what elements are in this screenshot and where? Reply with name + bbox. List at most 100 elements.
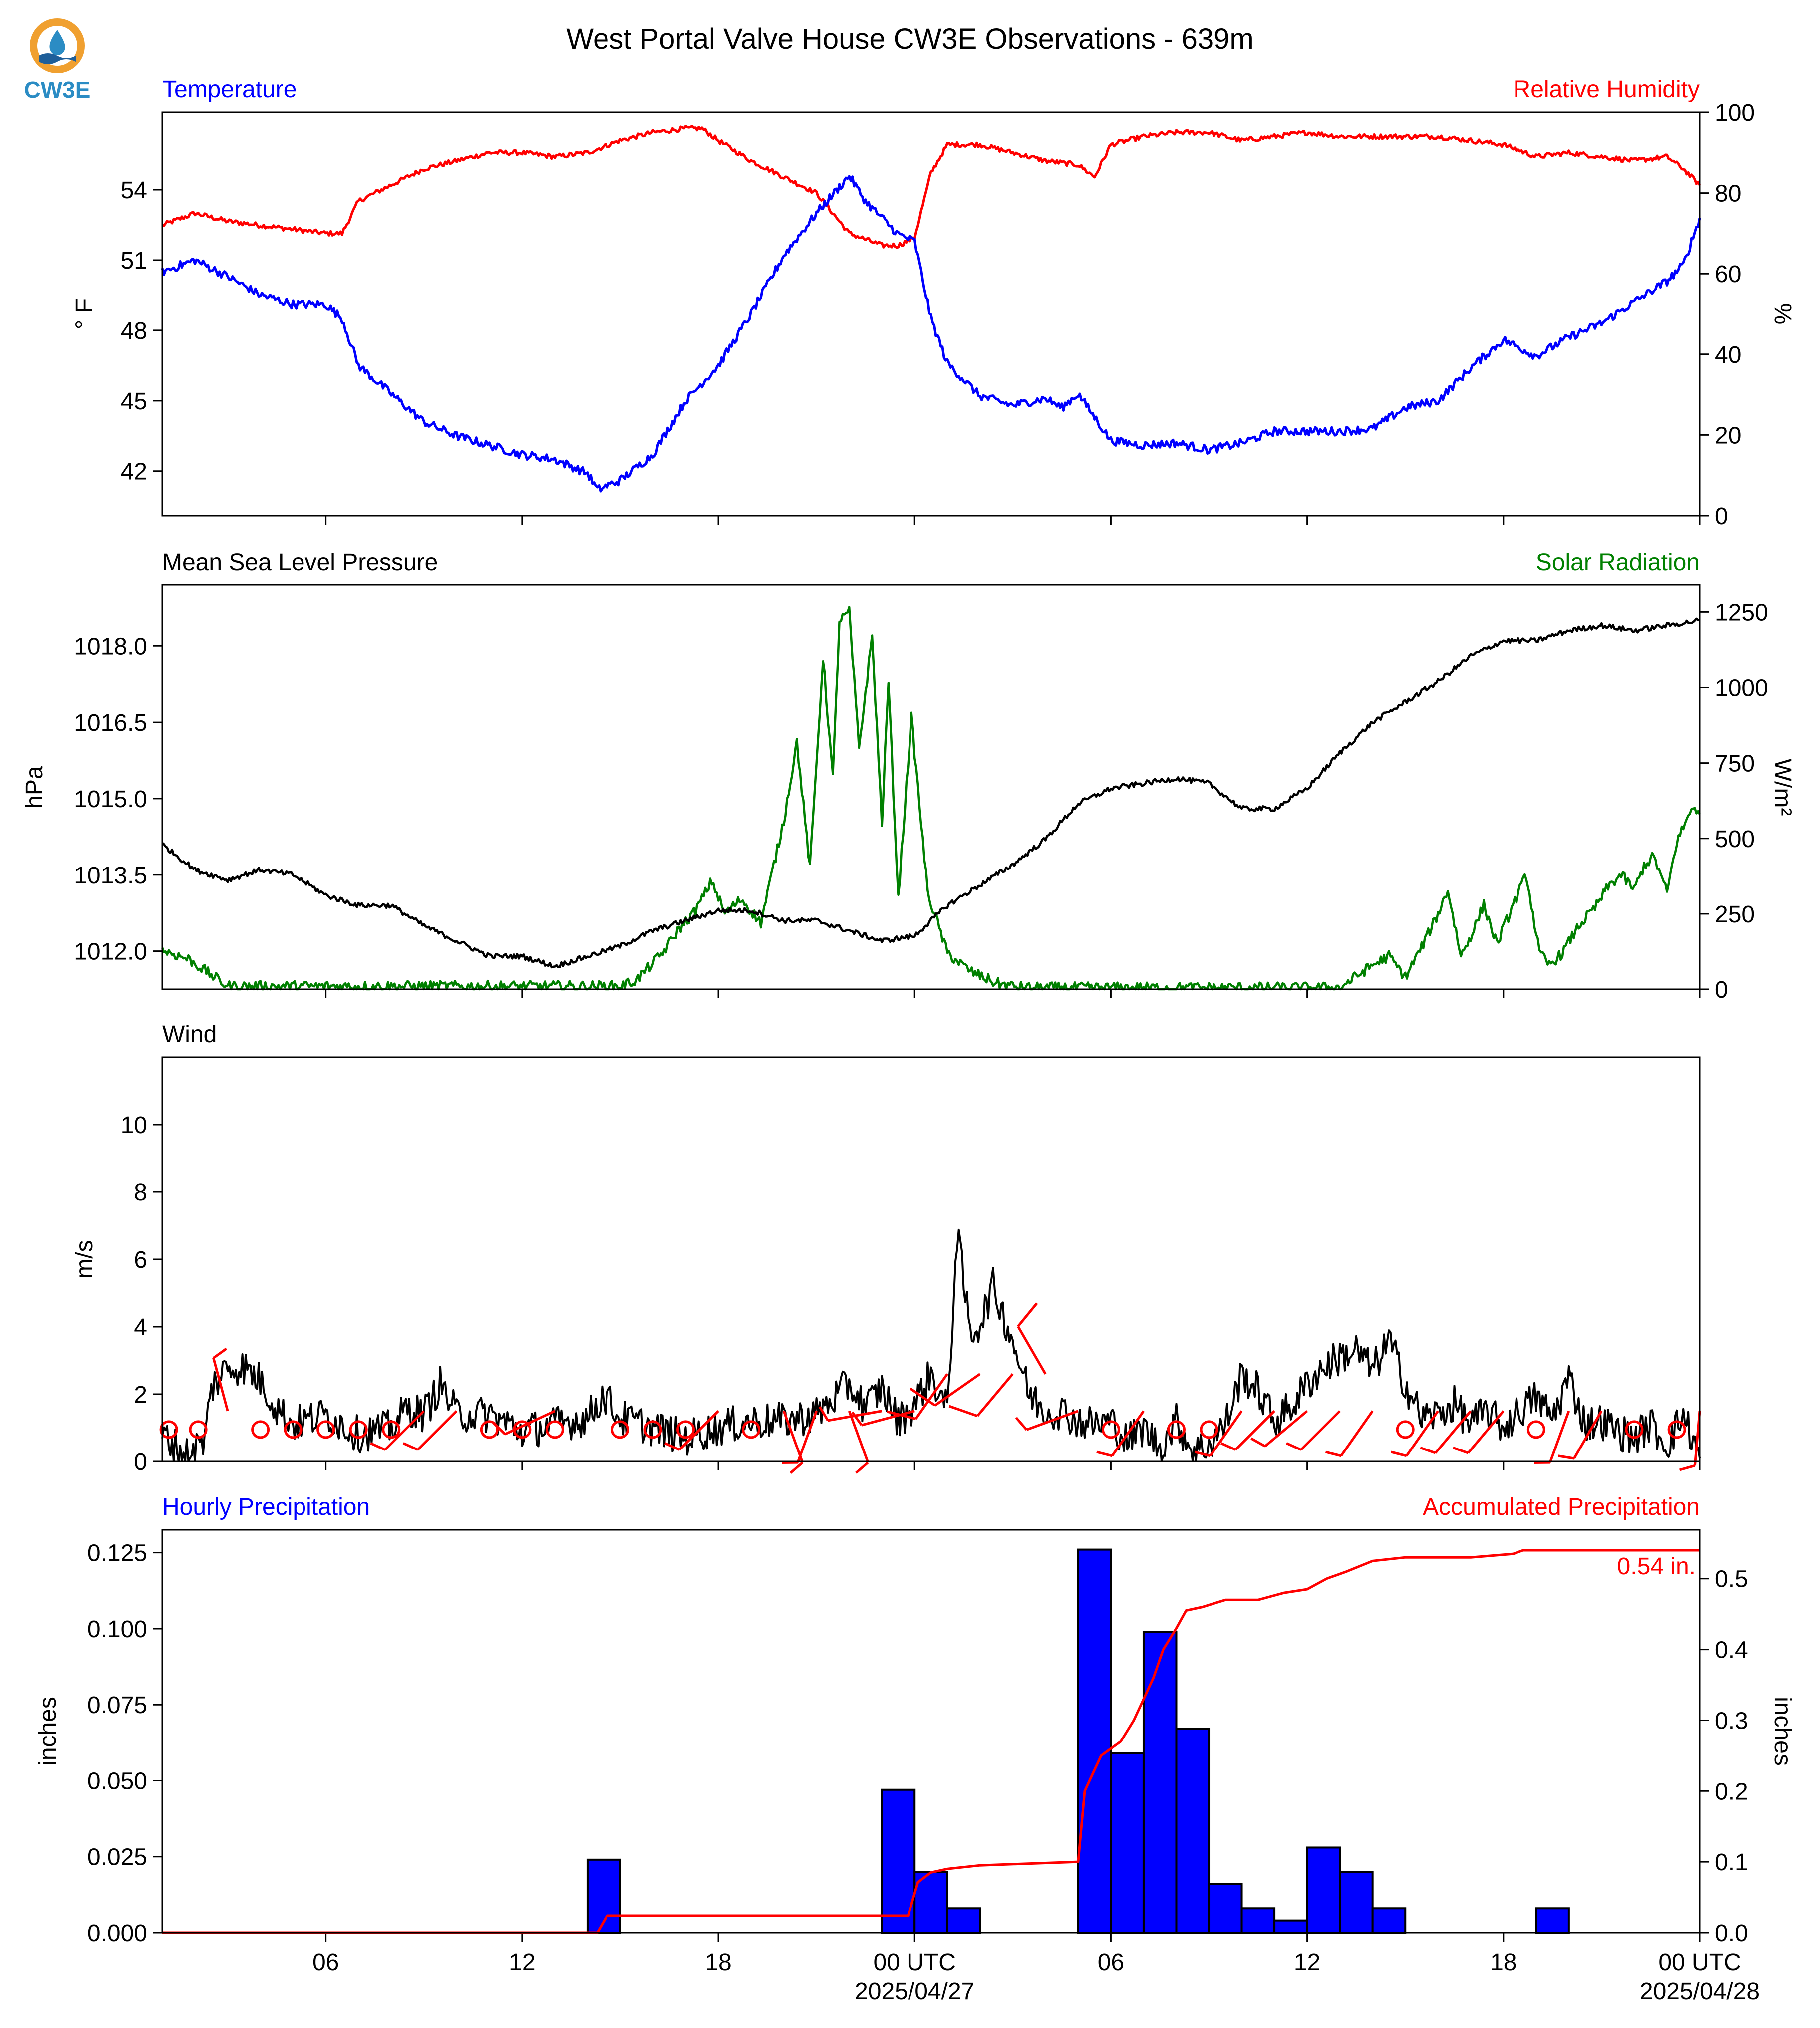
- y-tick-label: 0.075: [87, 1692, 147, 1719]
- panel-left-title: Temperature: [162, 76, 297, 103]
- series-wind-speed: [161, 1228, 1701, 1462]
- wind-barb: [1264, 1410, 1308, 1448]
- panel-right-title: Accumulated Precipitation: [1423, 1494, 1700, 1520]
- wind-barb-flag: [948, 1405, 978, 1418]
- y-tick-label: 1018.0: [74, 633, 147, 660]
- y-tick-label: 6: [134, 1247, 147, 1273]
- y-tick-label-right: 1250: [1715, 599, 1768, 626]
- figure-title: West Portal Valve House CW3E Observation…: [566, 23, 1254, 55]
- wind-barb: [1573, 1410, 1603, 1459]
- wind-barb-calm: [545, 1420, 564, 1439]
- y-tick-label: 0.000: [87, 1920, 147, 1947]
- precip-bar: [1142, 1631, 1178, 1934]
- y-tick-label: 48: [121, 318, 147, 344]
- y-tick-label-right: 500: [1715, 826, 1755, 853]
- precip-bar: [1306, 1846, 1341, 1934]
- x-tick-label: 18: [705, 1949, 731, 1976]
- x-tick-label: 12: [509, 1949, 535, 1976]
- y-axis-label-right: %: [1769, 303, 1796, 325]
- wind-barb-calm: [189, 1420, 208, 1439]
- panel-frame: [161, 584, 1701, 990]
- y-tick-label: 1012.0: [74, 939, 147, 965]
- wind-barb-calm: [284, 1420, 303, 1439]
- y-tick-label: 54: [121, 177, 147, 204]
- y-tick-label-right: 0.4: [1715, 1637, 1748, 1664]
- y-tick-label: 0.025: [87, 1844, 147, 1871]
- precip-bar: [1208, 1883, 1243, 1934]
- precip-bar: [1273, 1919, 1308, 1934]
- y-axis-label: ° F: [71, 298, 98, 329]
- wind-barb-flag: [886, 1410, 916, 1421]
- wind-barb: [1693, 1411, 1701, 1466]
- wind-barb: [976, 1373, 1014, 1417]
- y-tick-label-right: 250: [1715, 901, 1755, 928]
- series-solar-radiation: [161, 606, 1701, 991]
- y-axis-label: inches: [35, 1697, 61, 1766]
- y-tick-label-right: 20: [1715, 422, 1741, 449]
- wind-barb-flag: [818, 1406, 829, 1422]
- y-tick-label: 0.100: [87, 1616, 147, 1643]
- y-tick-label: 2: [134, 1382, 147, 1408]
- y-tick-label-right: 0.0: [1715, 1920, 1748, 1947]
- wind-barb: [1467, 1410, 1505, 1454]
- wind-barb-calm: [1396, 1420, 1415, 1439]
- precip-bar: [1175, 1728, 1211, 1934]
- wind-barb-calm: [676, 1420, 695, 1439]
- wind-barb-calm: [742, 1420, 761, 1439]
- panel-frame: [161, 1056, 1701, 1462]
- y-tick-label-right: 0.2: [1715, 1778, 1748, 1805]
- wind-barb: [1300, 1410, 1341, 1451]
- series-relative-humidity: [161, 125, 1701, 249]
- y-tick-label-right: 40: [1715, 342, 1741, 368]
- y-tick-label-right: 0.1: [1715, 1849, 1748, 1876]
- wind-barb-calm: [251, 1420, 270, 1439]
- logo-wave-icon: [39, 53, 76, 64]
- series-temperature: [161, 175, 1701, 493]
- y-tick-label-right: 100: [1715, 100, 1755, 126]
- wind-barb-flag: [789, 1461, 804, 1474]
- wind-barb: [914, 1373, 948, 1420]
- wind-barb: [1234, 1410, 1275, 1451]
- y-tick-label: 0.050: [87, 1768, 147, 1794]
- panel-frame: [161, 1529, 1701, 1934]
- wind-barb-calm: [159, 1420, 178, 1439]
- y-tick-label: 51: [121, 248, 147, 274]
- wind-barb-calm: [1667, 1420, 1686, 1439]
- precip-bar: [1339, 1871, 1374, 1934]
- panel-left-title: Hourly Precipitation: [162, 1494, 370, 1520]
- panel-left-title: Wind: [162, 1021, 217, 1048]
- x-tick-label: 18: [1490, 1949, 1517, 1976]
- wind-barb: [1405, 1410, 1439, 1457]
- y-tick-label: 4: [134, 1314, 147, 1341]
- wind-barb: [782, 1410, 804, 1463]
- wind-barb: [1548, 1410, 1570, 1463]
- wind-barb-flag: [855, 1461, 869, 1474]
- y-axis-label-right: inches: [1769, 1697, 1796, 1766]
- panel-1: Temperature Relative Humidity 42 45 48 51 54 0 2…: [71, 76, 1796, 530]
- y-tick-label: 10: [121, 1112, 147, 1139]
- y-tick-label: 0.125: [87, 1540, 147, 1567]
- wind-barb-flag: [1220, 1442, 1236, 1451]
- x-tick-label: 06: [312, 1949, 339, 1976]
- wind-barb: [678, 1410, 719, 1451]
- wind-barb-calm: [1625, 1420, 1644, 1439]
- panel-frame: [161, 111, 1701, 517]
- y-tick-label: 0: [134, 1449, 147, 1475]
- panel-4: Hourly Precipitation Accumulated Precipit…: [35, 1494, 1796, 2005]
- wind-barb-flag: [1250, 1437, 1266, 1448]
- wind-barb-flag: [664, 1442, 680, 1451]
- wind-barb-flag: [1325, 1450, 1342, 1457]
- wind-barb-flag: [1017, 1302, 1038, 1327]
- wind-barb-flag: [1558, 1454, 1574, 1460]
- y-axis-label-right: W/m²: [1769, 759, 1796, 816]
- accum-total-label: 0.54 in.: [1617, 1553, 1696, 1580]
- y-tick-label: 45: [121, 388, 147, 415]
- x-tick-label: 00 UTC: [1658, 1949, 1741, 1976]
- wind-barb-flag: [1679, 1464, 1696, 1471]
- y-tick-label-right: 0.5: [1715, 1566, 1748, 1593]
- wind-barb-calm: [480, 1420, 499, 1439]
- y-tick-label-right: 1000: [1715, 675, 1768, 702]
- wind-barb-calm: [316, 1420, 335, 1439]
- panel-right-title: Solar Radiation: [1536, 549, 1700, 576]
